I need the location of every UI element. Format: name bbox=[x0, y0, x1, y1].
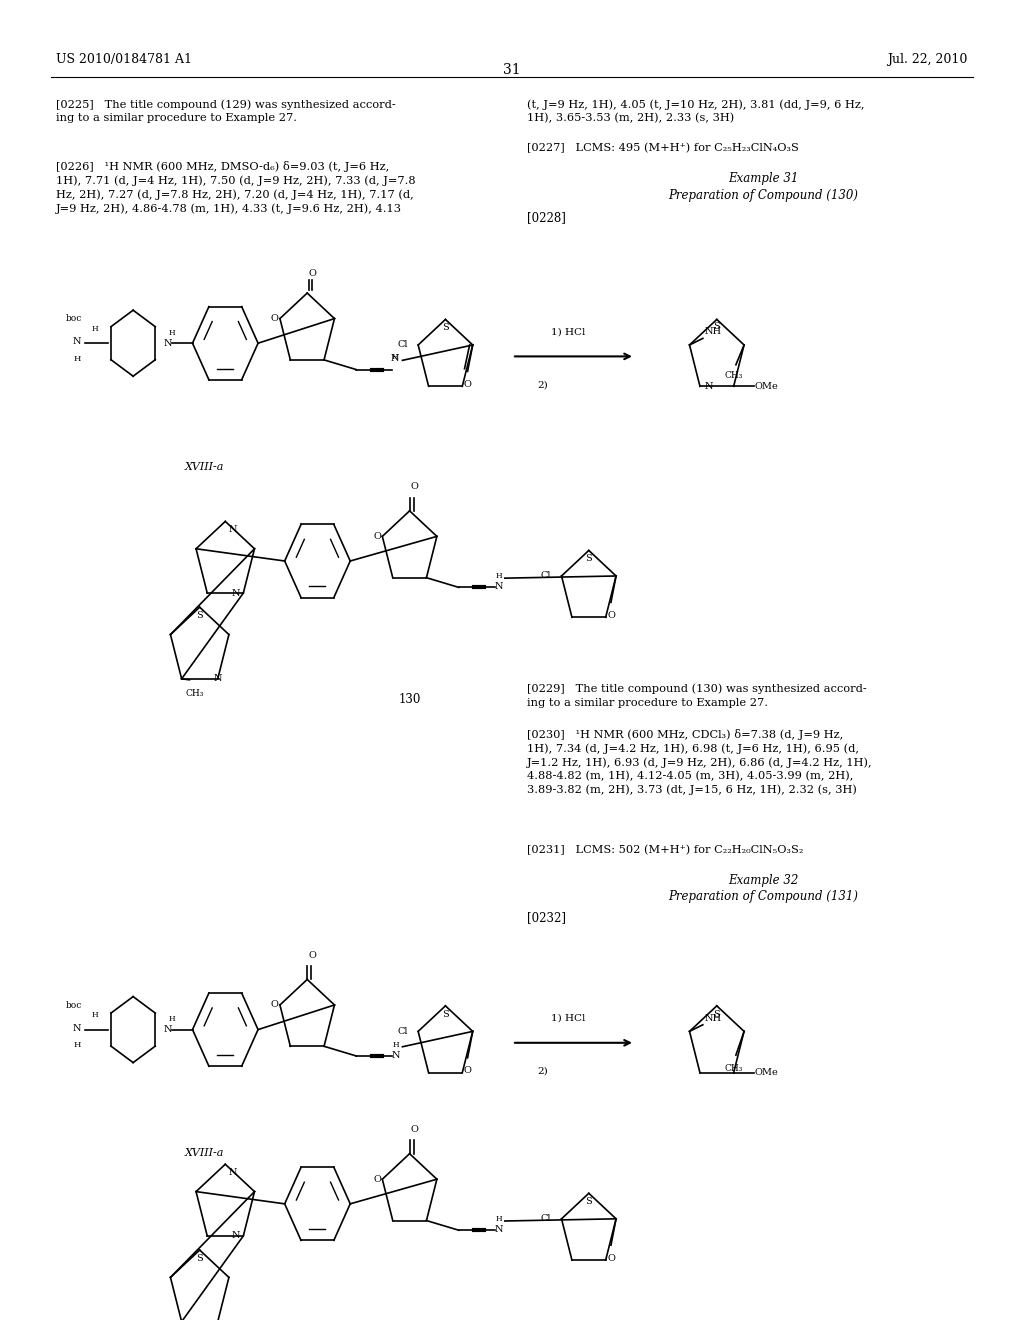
Text: O: O bbox=[464, 380, 471, 389]
Text: O: O bbox=[411, 482, 419, 491]
Text: [0225]   The title compound (129) was synthesized accord-
ing to a similar proce: [0225] The title compound (129) was synt… bbox=[56, 99, 396, 123]
Text: Cl: Cl bbox=[541, 1214, 551, 1224]
Text: O: O bbox=[464, 1067, 471, 1076]
Text: S: S bbox=[586, 1197, 592, 1206]
Text: N: N bbox=[228, 525, 237, 535]
Text: H: H bbox=[92, 325, 98, 333]
Text: S: S bbox=[586, 554, 592, 564]
Text: CH₃: CH₃ bbox=[725, 371, 743, 380]
Text: S: S bbox=[714, 322, 720, 331]
Text: O: O bbox=[308, 269, 316, 277]
Text: [0231]   LCMS: 502 (M+H⁺) for C₂₂H₂₀ClN₅O₃S₂: [0231] LCMS: 502 (M+H⁺) for C₂₂H₂₀ClN₅O₃… bbox=[527, 845, 804, 855]
Text: Example 31: Example 31 bbox=[728, 172, 798, 185]
Text: [0232]: [0232] bbox=[527, 911, 566, 924]
Text: H: H bbox=[92, 1011, 98, 1019]
Text: N: N bbox=[391, 354, 399, 363]
Text: 2): 2) bbox=[538, 1067, 548, 1076]
Text: S: S bbox=[197, 1254, 203, 1263]
Text: NH: NH bbox=[705, 327, 722, 337]
Text: Cl: Cl bbox=[397, 341, 408, 350]
Text: 1) HCl: 1) HCl bbox=[551, 327, 586, 337]
Text: N: N bbox=[706, 381, 714, 391]
Text: N: N bbox=[231, 1232, 241, 1241]
Text: O: O bbox=[411, 1125, 419, 1134]
Text: Preparation of Compound (130): Preparation of Compound (130) bbox=[668, 189, 858, 202]
Text: 1) HCl: 1) HCl bbox=[551, 1014, 586, 1023]
Text: 130: 130 bbox=[398, 693, 421, 706]
Text: [0230]   ¹H NMR (600 MHz, CDCl₃) δ=7.38 (d, J=9 Hz,
1H), 7.34 (d, J=4.2 Hz, 1H),: [0230] ¹H NMR (600 MHz, CDCl₃) δ=7.38 (d… bbox=[527, 729, 873, 795]
Text: H: H bbox=[73, 1041, 81, 1049]
Text: H: H bbox=[496, 1214, 502, 1224]
Text: 31: 31 bbox=[503, 63, 521, 78]
Text: N: N bbox=[495, 582, 503, 591]
Text: S: S bbox=[714, 1010, 720, 1019]
Text: boc: boc bbox=[66, 314, 82, 323]
Text: N: N bbox=[73, 1024, 81, 1032]
Text: N: N bbox=[213, 675, 222, 684]
Text: N: N bbox=[392, 1051, 400, 1060]
Text: O: O bbox=[374, 1175, 381, 1184]
Text: boc: boc bbox=[66, 1001, 82, 1010]
Text: H: H bbox=[496, 572, 502, 581]
Text: H: H bbox=[392, 352, 398, 362]
Text: 2): 2) bbox=[538, 380, 548, 389]
Text: CH₃: CH₃ bbox=[725, 1064, 743, 1073]
Text: US 2010/0184781 A1: US 2010/0184781 A1 bbox=[56, 53, 193, 66]
Text: S: S bbox=[442, 323, 449, 333]
Text: XVIII-a: XVIII-a bbox=[185, 1148, 224, 1159]
Text: Jul. 22, 2010: Jul. 22, 2010 bbox=[888, 53, 968, 66]
Text: O: O bbox=[607, 1254, 614, 1263]
Text: H: H bbox=[393, 1040, 399, 1049]
Text: O: O bbox=[607, 611, 614, 620]
Text: CH₃: CH₃ bbox=[185, 689, 204, 697]
Text: H: H bbox=[169, 329, 175, 337]
Text: H: H bbox=[169, 1015, 175, 1023]
Text: O: O bbox=[374, 532, 381, 541]
Text: O: O bbox=[271, 314, 279, 323]
Text: N: N bbox=[164, 339, 172, 347]
Text: [0227]   LCMS: 495 (M+H⁺) for C₂₅H₂₃ClN₄O₃S: [0227] LCMS: 495 (M+H⁺) for C₂₅H₂₃ClN₄O₃… bbox=[527, 143, 800, 153]
Text: N: N bbox=[228, 1168, 237, 1177]
Text: O: O bbox=[271, 1001, 279, 1010]
Text: Example 32: Example 32 bbox=[728, 874, 798, 887]
Text: N: N bbox=[73, 338, 81, 346]
Text: OMe: OMe bbox=[754, 1068, 778, 1077]
Text: OMe: OMe bbox=[754, 381, 778, 391]
Text: S: S bbox=[197, 611, 203, 620]
Text: NH: NH bbox=[705, 1014, 722, 1023]
Text: N: N bbox=[164, 1026, 172, 1034]
Text: Cl: Cl bbox=[541, 572, 551, 581]
Text: [0228]: [0228] bbox=[527, 211, 566, 224]
Text: S: S bbox=[442, 1010, 449, 1019]
Text: (t, J=9 Hz, 1H), 4.05 (t, J=10 Hz, 2H), 3.81 (dd, J=9, 6 Hz,
1H), 3.65-3.53 (m, : (t, J=9 Hz, 1H), 4.05 (t, J=10 Hz, 2H), … bbox=[527, 99, 865, 123]
Text: XVIII-a: XVIII-a bbox=[185, 462, 224, 473]
Text: Cl: Cl bbox=[397, 1027, 408, 1036]
Text: [0226]   ¹H NMR (600 MHz, DMSO-d₆) δ=9.03 (t, J=6 Hz,
1H), 7.71 (d, J=4 Hz, 1H),: [0226] ¹H NMR (600 MHz, DMSO-d₆) δ=9.03 … bbox=[56, 161, 416, 214]
Text: N: N bbox=[495, 1225, 503, 1234]
Text: N: N bbox=[231, 589, 241, 598]
Text: [0229]   The title compound (130) was synthesized accord-
ing to a similar proce: [0229] The title compound (130) was synt… bbox=[527, 684, 867, 708]
Text: O: O bbox=[308, 950, 316, 960]
Text: Preparation of Compound (131): Preparation of Compound (131) bbox=[668, 890, 858, 903]
Text: H: H bbox=[73, 355, 81, 363]
